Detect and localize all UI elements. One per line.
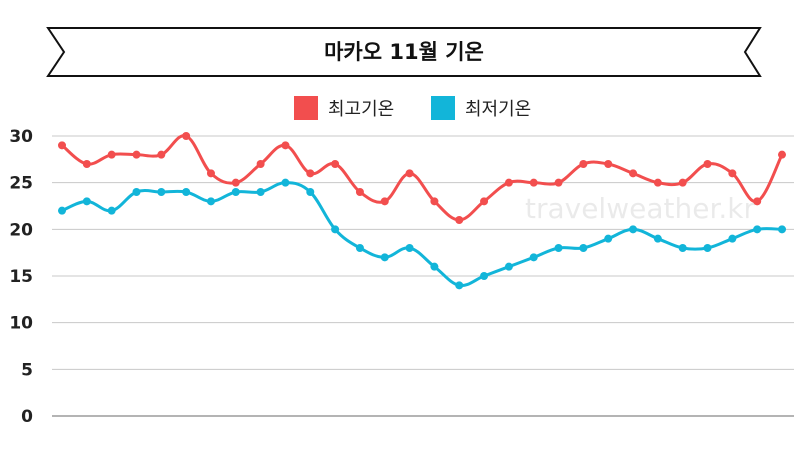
- data-point-low-12[interactable]: [331, 225, 340, 234]
- data-point-high-14[interactable]: [380, 197, 389, 206]
- data-point-high-3[interactable]: [107, 150, 116, 159]
- data-point-low-5[interactable]: [157, 188, 166, 196]
- y-tick-label-10: 10: [9, 314, 33, 334]
- title-ribbon-shape: [46, 27, 762, 77]
- data-point-high-6[interactable]: [182, 132, 191, 140]
- data-point-low-20[interactable]: [529, 253, 538, 262]
- data-point-low-11[interactable]: [306, 188, 315, 196]
- data-point-high-12[interactable]: [331, 160, 340, 168]
- data-point-high-9[interactable]: [256, 160, 265, 168]
- y-tick-label-20: 20: [9, 220, 33, 240]
- data-point-high-30[interactable]: [778, 150, 786, 159]
- data-point-high-7[interactable]: [206, 169, 215, 178]
- y-tick-label-25: 25: [9, 174, 33, 194]
- chart-title: 마카오 11월 기온: [324, 40, 484, 64]
- data-point-low-19[interactable]: [504, 262, 513, 271]
- data-point-low-17[interactable]: [455, 281, 464, 290]
- legend-swatch-low: [431, 96, 455, 120]
- data-point-high-16[interactable]: [430, 197, 439, 206]
- data-point-low-1[interactable]: [58, 206, 66, 215]
- legend-label-low: 최저기온: [465, 99, 531, 120]
- data-point-high-28[interactable]: [728, 169, 737, 178]
- data-point-low-22[interactable]: [579, 244, 588, 252]
- data-point-high-8[interactable]: [231, 178, 240, 187]
- data-point-low-13[interactable]: [355, 244, 364, 252]
- data-point-high-13[interactable]: [355, 188, 364, 196]
- series-lines: [58, 132, 786, 290]
- data-point-high-27[interactable]: [703, 160, 712, 168]
- data-point-low-2[interactable]: [82, 197, 91, 206]
- data-point-high-22[interactable]: [579, 160, 588, 168]
- data-point-high-2[interactable]: [82, 160, 91, 168]
- data-point-low-6[interactable]: [182, 188, 191, 196]
- data-point-high-21[interactable]: [554, 178, 563, 187]
- watermark-text: travelweather.kr: [525, 192, 756, 225]
- title-banner: 마카오 11월 기온: [46, 27, 762, 77]
- grid-lines: [52, 135, 794, 417]
- data-point-high-1[interactable]: [58, 141, 66, 150]
- data-point-high-4[interactable]: [132, 150, 141, 159]
- data-point-low-16[interactable]: [430, 262, 439, 271]
- data-point-high-15[interactable]: [405, 169, 414, 178]
- data-point-low-24[interactable]: [629, 225, 638, 234]
- data-point-high-23[interactable]: [604, 160, 613, 168]
- data-point-high-24[interactable]: [629, 169, 638, 178]
- data-point-high-20[interactable]: [529, 178, 538, 187]
- legend: 최고기온 최저기온: [294, 96, 531, 120]
- data-point-low-7[interactable]: [206, 197, 215, 206]
- data-point-high-17[interactable]: [455, 216, 464, 224]
- legend-swatch-high: [294, 96, 318, 120]
- data-point-low-23[interactable]: [604, 234, 613, 243]
- data-point-low-9[interactable]: [256, 188, 265, 196]
- data-point-low-15[interactable]: [405, 244, 414, 252]
- data-point-high-19[interactable]: [504, 178, 513, 187]
- data-point-low-4[interactable]: [132, 188, 141, 196]
- data-point-low-27[interactable]: [703, 244, 712, 252]
- data-point-high-18[interactable]: [480, 197, 489, 206]
- data-point-high-25[interactable]: [653, 178, 662, 187]
- data-point-low-21[interactable]: [554, 244, 563, 252]
- data-point-high-5[interactable]: [157, 150, 166, 159]
- data-point-low-8[interactable]: [231, 188, 240, 196]
- data-point-low-26[interactable]: [678, 244, 687, 252]
- data-point-low-25[interactable]: [653, 234, 662, 243]
- y-axis-ticks: 0 5 10 15 20 25 30: [9, 127, 33, 427]
- data-point-low-3[interactable]: [107, 206, 116, 215]
- data-point-low-28[interactable]: [728, 234, 737, 243]
- y-tick-label-15: 15: [9, 267, 33, 287]
- y-tick-label-5: 5: [21, 360, 33, 380]
- data-point-low-30[interactable]: [778, 225, 786, 234]
- y-tick-label-30: 30: [9, 127, 33, 147]
- data-point-low-14[interactable]: [380, 253, 389, 262]
- data-point-low-18[interactable]: [480, 272, 489, 280]
- data-point-high-29[interactable]: [753, 197, 762, 206]
- legend-label-high: 최고기온: [328, 99, 394, 120]
- data-point-high-26[interactable]: [678, 178, 687, 187]
- y-tick-label-0: 0: [21, 407, 33, 427]
- data-point-low-29[interactable]: [753, 225, 762, 234]
- data-point-high-10[interactable]: [281, 141, 290, 150]
- data-point-low-10[interactable]: [281, 178, 290, 187]
- data-point-high-11[interactable]: [306, 169, 315, 178]
